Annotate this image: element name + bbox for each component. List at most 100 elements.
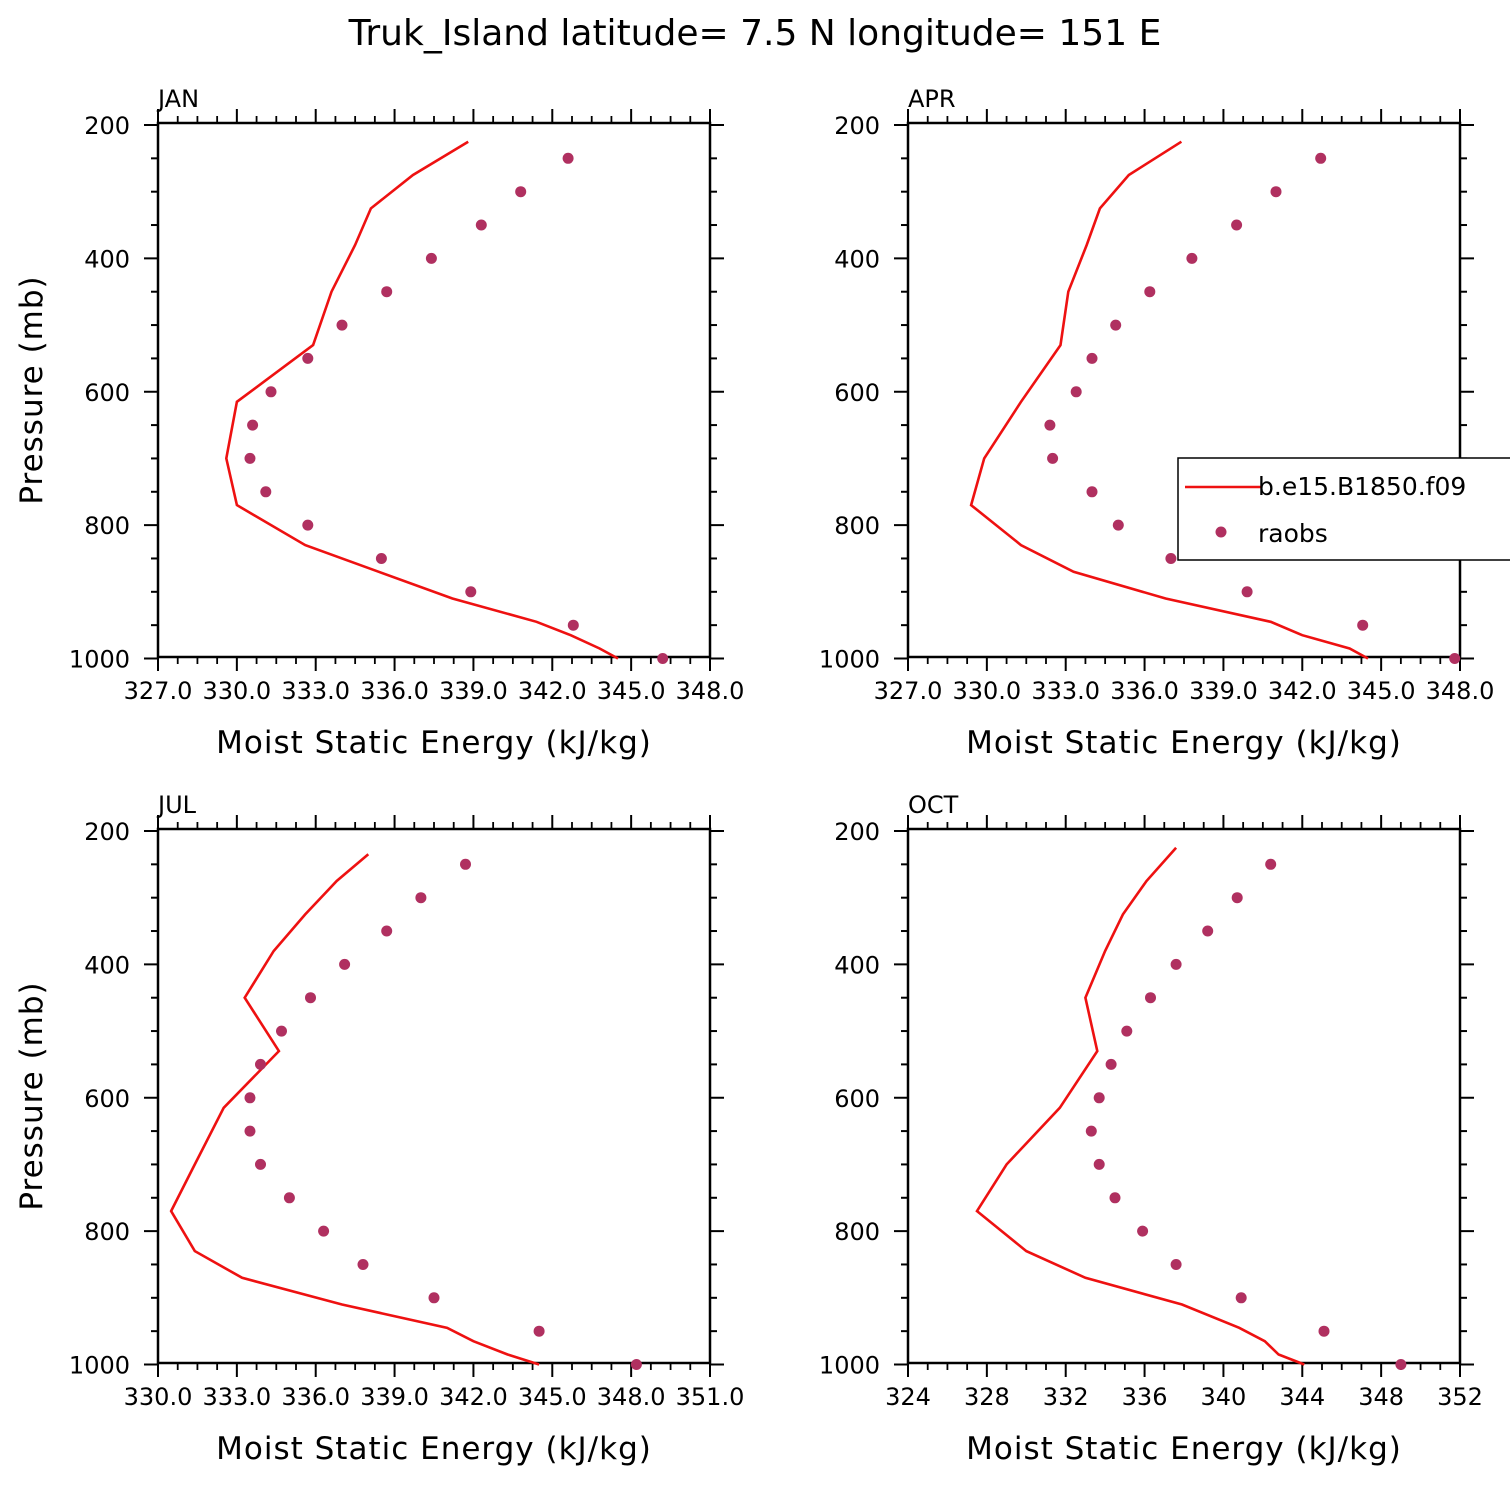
raobs-point	[515, 186, 527, 198]
x-tick-label: 333.0	[281, 677, 350, 705]
raobs-point	[1044, 419, 1056, 431]
raobs-point	[533, 1325, 545, 1337]
x-tick-label: 344	[1279, 1383, 1325, 1411]
y-tick-label: 600	[84, 1085, 130, 1113]
raobs-point	[1137, 1225, 1149, 1237]
x-tick-label: 345.0	[1347, 677, 1416, 705]
raobs-point	[657, 653, 669, 664]
raobs-point	[1170, 958, 1182, 970]
x-axis-label: Moist Static Energy (kJ/kg)	[966, 725, 1402, 761]
x-tick-label: 330.0	[124, 1383, 193, 1411]
x-tick-label: 345.0	[597, 677, 666, 705]
raobs-point	[1105, 1058, 1117, 1070]
raobs-point	[1231, 219, 1243, 231]
x-tick-label: 336.0	[360, 677, 429, 705]
panel-month-label: JUL	[156, 791, 197, 819]
y-tick-label: 200	[834, 818, 880, 846]
plot-frame	[906, 121, 1462, 659]
raobs-point	[375, 553, 387, 564]
raobs-point	[1112, 519, 1124, 531]
raobs-point	[302, 352, 314, 364]
y-tick-label: 1000	[819, 646, 880, 674]
y-tick-label: 1000	[819, 1352, 880, 1380]
y-tick-label: 800	[834, 512, 880, 540]
legend-model-label: b.e15.B1850.f09	[1258, 472, 1466, 501]
raobs-point	[1110, 319, 1122, 331]
raobs-point	[244, 1125, 256, 1137]
raobs-point	[1144, 286, 1156, 298]
plot-frame	[156, 121, 712, 659]
panel-month-label: OCT	[908, 791, 959, 819]
raobs-point	[1270, 186, 1282, 198]
x-tick-label: 332	[1043, 1383, 1089, 1411]
panel-oct: OCT 324 328 332 336 340 344 348 352 200 400 600 800…	[819, 791, 1483, 1467]
y-tick-label: 800	[84, 1218, 130, 1246]
y-tick-label: 800	[84, 512, 130, 540]
panel-month-label: JAN	[156, 85, 199, 113]
raobs-point	[260, 486, 272, 498]
panel-month-label: APR	[908, 85, 956, 113]
x-tick-label: 327.0	[124, 677, 193, 705]
y-tick-label: 400	[834, 951, 880, 979]
figure-title: Truk_Island latitude= 7.5 N longitude= 1…	[348, 13, 1162, 54]
raobs-point	[1357, 619, 1369, 631]
x-tick-label: 336.0	[281, 1383, 350, 1411]
raobs-point	[1047, 452, 1059, 464]
raobs-point	[1145, 992, 1156, 1004]
raobs-point	[302, 519, 314, 531]
y-tick-label: 1000	[69, 646, 130, 674]
raobs-point	[381, 925, 393, 937]
legend-box	[1177, 457, 1510, 561]
raobs-point	[630, 1359, 642, 1370]
legend: b.e15.B1850.f09 raobs	[1177, 457, 1510, 561]
raobs-point	[255, 1058, 266, 1070]
raobs-point	[1395, 1359, 1407, 1370]
x-tick-label: 339.0	[360, 1383, 429, 1411]
y-tick-label: 400	[84, 951, 130, 979]
raobs-point	[1121, 1025, 1133, 1037]
x-tick-label: 330.0	[952, 677, 1021, 705]
y-tick-label: 200	[84, 112, 130, 140]
raobs-point	[1086, 352, 1098, 364]
raobs-point	[1265, 858, 1277, 870]
raobs-point	[336, 319, 348, 331]
x-tick-label: 348.0	[597, 1383, 666, 1411]
raobs-point	[1449, 653, 1461, 664]
raobs-point	[305, 992, 316, 1004]
raobs-point	[465, 586, 477, 598]
panel-jan: JAN 327.0 330.0 333.0 336.0 339.0 342.0 345.0 3…	[14, 85, 744, 761]
raobs-point	[244, 452, 256, 464]
raobs-point	[1186, 252, 1198, 264]
raobs-point	[247, 419, 259, 431]
x-tick-label: 348	[1358, 1383, 1404, 1411]
raobs-point	[1231, 892, 1243, 904]
plot-frame	[156, 827, 712, 1365]
x-tick-label: 330.0	[202, 677, 271, 705]
x-tick-label: 333.0	[1031, 677, 1100, 705]
raobs-point	[562, 152, 574, 164]
legend-obs-label: raobs	[1258, 519, 1328, 548]
x-tick-label: 342.0	[1268, 677, 1337, 705]
x-tick-label: 351.0	[676, 1383, 745, 1411]
y-tick-label: 600	[834, 1085, 880, 1113]
y-tick-label: 1000	[69, 1352, 130, 1380]
raobs-point	[1086, 486, 1098, 498]
model-series-line	[169, 853, 540, 1366]
raobs-point	[357, 1259, 369, 1270]
y-tick-label: 600	[84, 379, 130, 407]
raobs-point	[415, 892, 427, 904]
raobs-point	[1315, 152, 1327, 164]
x-tick-label: 339.0	[439, 677, 508, 705]
x-tick-label: 348.0	[1426, 677, 1495, 705]
model-series-line	[224, 140, 619, 660]
x-axis-label: Moist Static Energy (kJ/kg)	[216, 725, 652, 761]
y-tick-label: 600	[834, 379, 880, 407]
raobs-point	[318, 1225, 330, 1237]
x-axis-label: Moist Static Energy (kJ/kg)	[966, 1431, 1402, 1467]
raobs-point	[283, 1192, 295, 1204]
x-tick-label: 342.0	[518, 677, 587, 705]
raobs-point	[1241, 586, 1253, 598]
y-tick-label: 400	[84, 245, 130, 273]
plot-frame	[906, 827, 1462, 1365]
raobs-point	[1070, 386, 1082, 398]
